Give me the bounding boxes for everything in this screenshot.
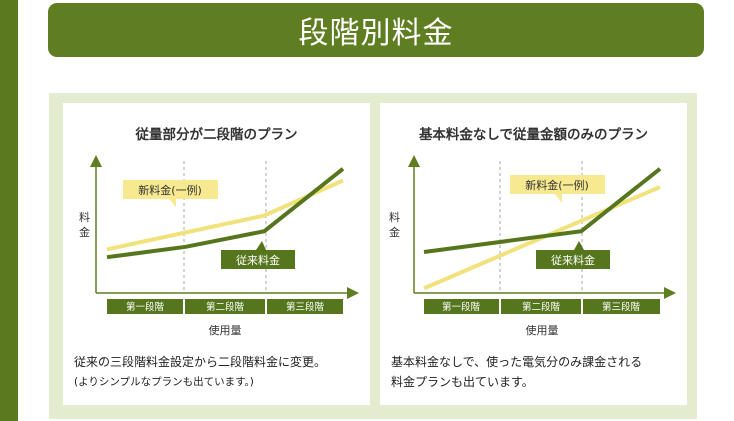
label-old-rate-text: 従来料金 <box>236 253 280 267</box>
tier-label: 第三段階 <box>286 301 325 313</box>
tier-label: 第一段階 <box>442 301 481 313</box>
tier-label: 第二段階 <box>522 301 561 313</box>
chart-caption: 従来の三段階料金設定から二段階料金に変更。 <box>74 355 327 369</box>
chart-title: 従量部分が二段階のプラン <box>135 127 298 143</box>
chart-panel-no-base: 基本料金なしで従量金額のみのプラン 料 金 新料金(一例) 従来料金 <box>380 103 687 405</box>
label-old-rate: 従来料金 <box>536 241 610 269</box>
chart-note: (よりシンプルなプランも出ています。) <box>74 376 254 388</box>
y-axis-label-2: 金 <box>389 225 400 239</box>
label-new-rate: 新料金(一例) <box>510 175 605 203</box>
x-axis-label: 使用量 <box>526 324 559 337</box>
label-new-rate-text: 新料金(一例) <box>525 178 589 192</box>
chart-caption: 基本料金なしで、使った電気分のみ課金される <box>391 355 643 369</box>
series-line-old-rate <box>423 167 662 254</box>
chart-caption-2: 料金プランも出ています。 <box>391 375 534 389</box>
series-line-old-rate <box>106 167 345 260</box>
chart-panel-two-tier: 従量部分が二段階のプラン 料 金 新料金(一例) 従来料金 <box>63 103 370 405</box>
chart-svg-two-tier: 料 金 新料金(一例) 従来料金 第一段階 第二段階 第三段階 使用量 <box>79 155 359 337</box>
section-title-bar: 段階別料金 <box>48 3 704 57</box>
series-line-new-rate <box>106 178 344 252</box>
y-axis-label: 料 <box>389 210 400 224</box>
y-axis-label: 料 <box>79 210 90 224</box>
label-new-rate-text: 新料金(一例) <box>138 183 202 197</box>
chart-title: 基本料金なしで従量金額のみのプラン <box>418 127 649 143</box>
page-title: 段階別料金 <box>298 16 454 51</box>
label-new-rate: 新料金(一例) <box>123 180 218 207</box>
left-accent-bar <box>0 0 18 421</box>
chart-svg-no-base: 料 金 新料金(一例) 従来料金 第一段階 第二段階 第三段階 使用量 <box>389 155 676 337</box>
tier-label: 第三段階 <box>602 301 641 313</box>
label-old-rate: 従来料金 <box>221 241 295 269</box>
label-old-rate-text: 従来料金 <box>551 253 595 267</box>
x-axis-label: 使用量 <box>209 324 242 337</box>
tier-label: 第一段階 <box>126 301 165 313</box>
tier-label: 第二段階 <box>206 301 245 313</box>
y-axis-label-2: 金 <box>79 225 90 239</box>
tier-bar: 第一段階 第二段階 第三段階 <box>424 299 660 314</box>
tier-bar: 第一段階 第二段階 第三段階 <box>107 299 343 314</box>
